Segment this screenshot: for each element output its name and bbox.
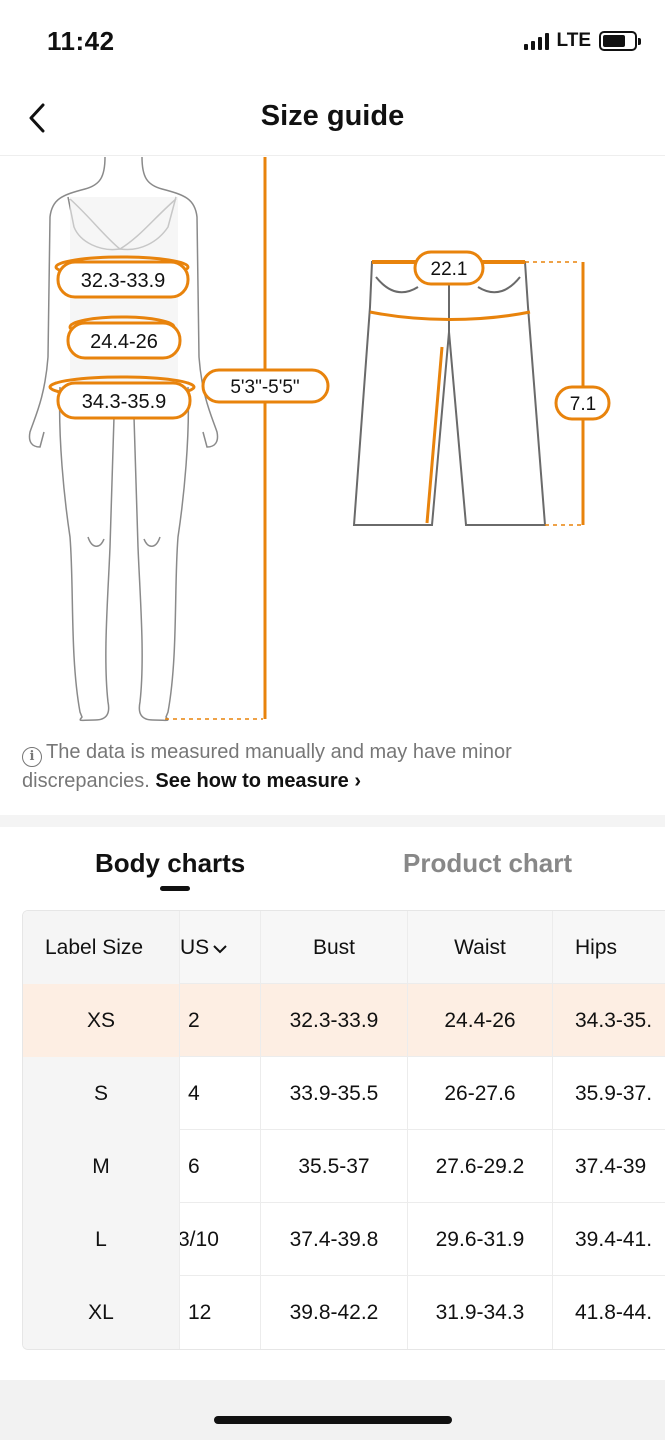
us-size: 6 (180, 1130, 261, 1203)
height-measure-label: 5'3"-5'5" (230, 377, 299, 398)
bust-value: 39.8-42.2 (261, 1276, 408, 1349)
product-waist-label: 22.1 (431, 259, 468, 280)
size-table: Label Size US Bust Waist Hips XS 2 32.3-… (22, 910, 665, 1350)
measurement-note: i The data is measured manually and may h… (22, 738, 642, 795)
chevron-left-icon (29, 103, 45, 133)
bust-value: 35.5-37 (261, 1130, 408, 1203)
bottom-area (0, 1380, 665, 1440)
bust-value: 37.4-39.8 (261, 1203, 408, 1276)
measure-link-label: See how to measure (155, 770, 349, 792)
chevron-down-icon (213, 936, 227, 960)
hips-value: 37.4-39 (575, 1154, 647, 1178)
active-tab-indicator (160, 886, 190, 891)
table-row: L 3/10 37.4-39.8 29.6-31.9 39.4-41. (23, 1203, 665, 1276)
hips-value: 39.4-41. (575, 1227, 653, 1251)
signal-icon (523, 32, 549, 50)
network-label: LTE (556, 30, 591, 51)
height-measure-badge: 5'3"-5'5" (201, 368, 330, 404)
unit-selector[interactable]: US (180, 911, 261, 984)
home-indicator[interactable] (214, 1416, 452, 1424)
hips-value: 35.9-37. (575, 1081, 653, 1105)
nav-bar: Size guide (0, 80, 665, 156)
waist-measure-label: 24.4-26 (90, 331, 158, 353)
header-label-size: Label Size (23, 911, 180, 984)
waist-value: 27.6-29.2 (408, 1130, 553, 1203)
waist-value: 29.6-31.9 (408, 1203, 553, 1276)
battery-icon (599, 31, 641, 51)
waist-value: 31.9-34.3 (408, 1276, 553, 1349)
tab-product-chart[interactable]: Product chart (403, 848, 573, 878)
unit-selector-label: US (180, 935, 210, 959)
size-label: M (23, 1130, 180, 1203)
us-size-label: 3/10 (180, 1227, 219, 1251)
us-size: 4 (180, 1057, 261, 1130)
product-waist-badge: 22.1 (413, 250, 485, 286)
bust-measure-badge: 32.3-33.9 (56, 260, 190, 299)
waist-value: 26-27.6 (408, 1057, 553, 1130)
status-icons: LTE (523, 30, 641, 52)
us-size: 2 (180, 984, 261, 1057)
waist-measure-badge: 24.4-26 (66, 321, 182, 360)
table-row: M 6 35.5-37 27.6-29.2 37.4-39 (23, 1130, 665, 1203)
info-icon: i (22, 747, 42, 767)
status-bar: 11:42 LTE (0, 0, 665, 80)
us-size: 12 (180, 1276, 261, 1349)
chevron-right-icon: › (354, 770, 362, 792)
bust-value: 32.3-33.9 (261, 984, 408, 1057)
back-button[interactable] (20, 98, 54, 138)
size-label: XS (23, 984, 180, 1057)
bust-value: 33.9-35.5 (261, 1057, 408, 1130)
status-time: 11:42 (47, 26, 115, 56)
size-label: L (23, 1203, 180, 1276)
header-hips: Hips (575, 935, 618, 959)
section-divider (0, 815, 665, 827)
header-bust: Bust (261, 911, 408, 984)
table-header-row: Label Size US Bust Waist Hips (23, 911, 665, 984)
measurement-diagram: 32.3-33.9 24.4-26 34.3-35.9 5'3"-5'5" (0, 157, 665, 737)
note-text: The data is measured manually and may ha… (22, 741, 512, 792)
hips-measure-badge: 34.3-35.9 (56, 381, 192, 420)
see-how-to-measure-link[interactable]: See how to measure › (155, 770, 361, 792)
product-length-badge: 7.1 (554, 385, 611, 421)
chart-tabs: Body charts Product chart (0, 830, 665, 900)
page-title: Size guide (260, 100, 405, 132)
us-size: 3/10 (180, 1203, 261, 1276)
table-row: XS 2 32.3-33.9 24.4-26 34.3-35. (23, 984, 665, 1057)
hips-value: 41.8-44. (575, 1300, 653, 1324)
tab-body-charts[interactable]: Body charts (95, 848, 246, 878)
product-length-label: 7.1 (570, 394, 596, 415)
size-label: S (23, 1057, 180, 1130)
hips-measure-label: 34.3-35.9 (82, 391, 167, 413)
shorts-illustration (352, 261, 547, 526)
table-row: S 4 33.9-35.5 26-27.6 35.9-37. (23, 1057, 665, 1130)
header-waist: Waist (408, 911, 553, 984)
bust-measure-label: 32.3-33.9 (81, 270, 166, 292)
size-label: XL (23, 1276, 180, 1349)
table-row: XL 12 39.8-42.2 31.9-34.3 41.8-44. (23, 1276, 665, 1349)
hips-value: 34.3-35. (575, 1008, 653, 1032)
waist-value: 24.4-26 (408, 984, 553, 1057)
body-figure-illustration (28, 157, 219, 722)
